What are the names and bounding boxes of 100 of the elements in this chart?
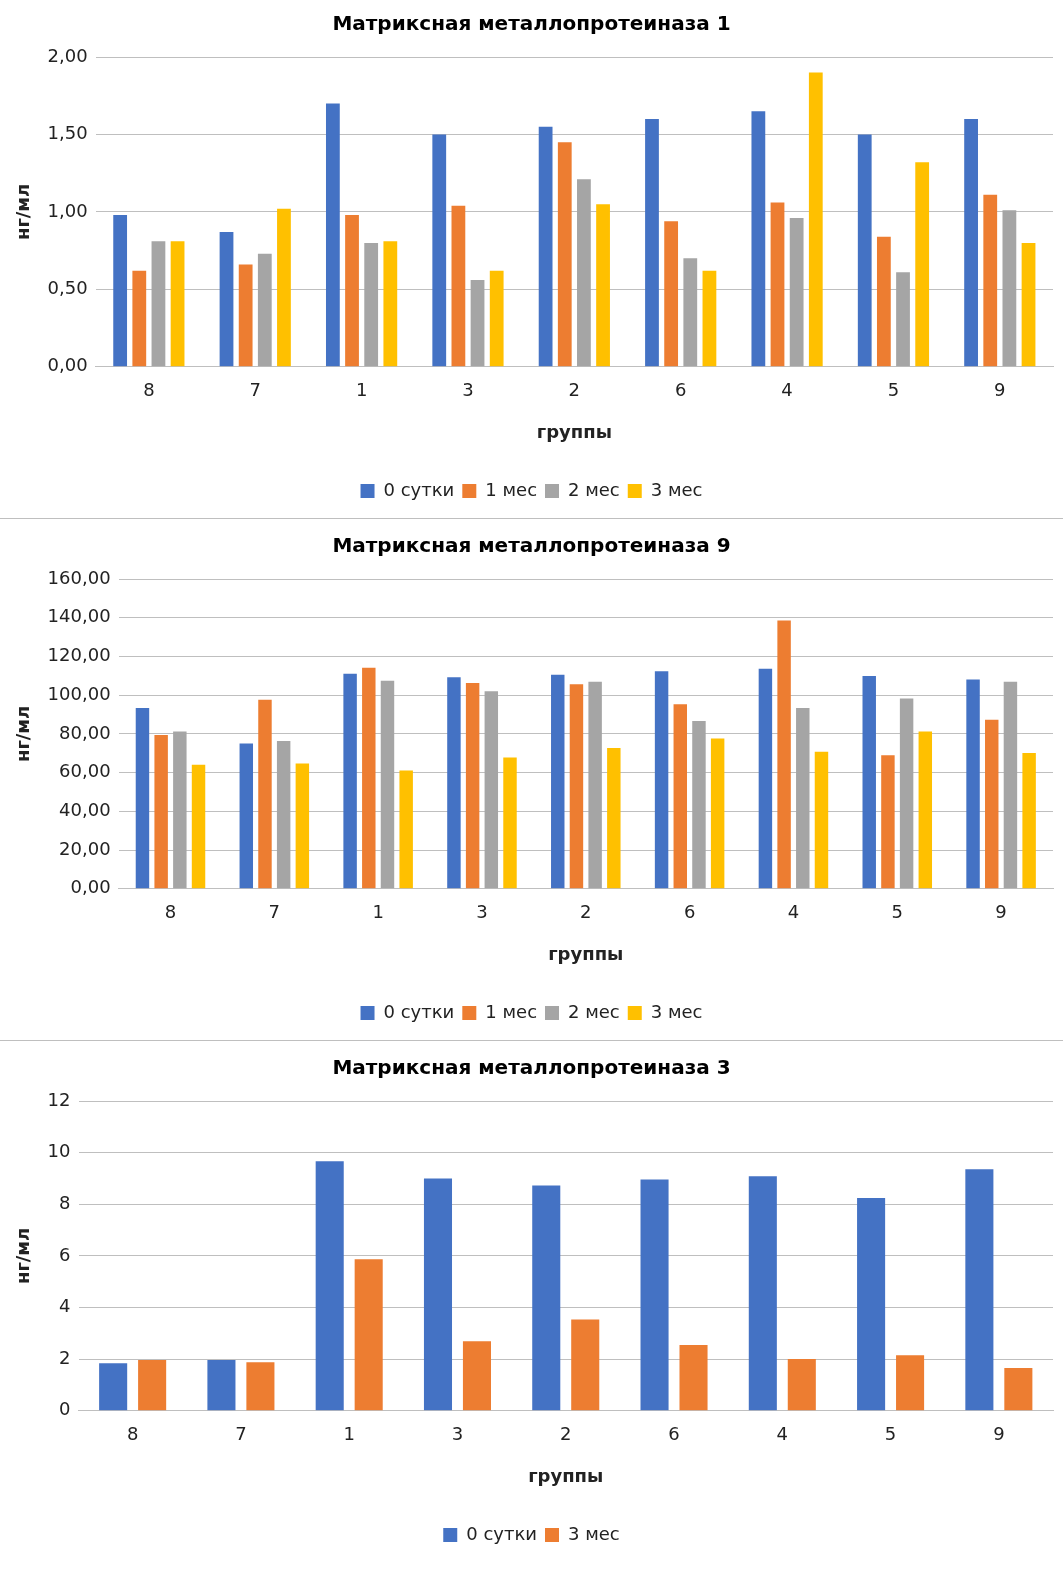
y-tick-label: 120,00 <box>47 644 111 666</box>
y-tick-label: 0,00 <box>70 876 111 898</box>
x-tick-label: 6 <box>668 1423 680 1445</box>
x-tick-label: 4 <box>776 1423 789 1445</box>
x-tick-label: 4 <box>787 901 800 923</box>
bar <box>876 236 891 367</box>
chart-title: Матриксная металлопротеиназа 9 <box>332 533 731 558</box>
bar <box>484 691 499 889</box>
bar <box>577 179 591 367</box>
bar <box>983 194 998 367</box>
legend-label: 3 мес <box>650 478 703 500</box>
legend-label: 2 мес <box>568 1000 620 1022</box>
x-tick-label: 9 <box>994 379 1006 401</box>
bar <box>257 253 272 367</box>
bar <box>173 731 187 889</box>
bar <box>246 1362 275 1411</box>
bar <box>170 241 185 367</box>
chart-title: Матриксная металлопротеиназа 1 <box>332 11 731 36</box>
x-tick-label: 8 <box>143 379 155 401</box>
x-tick-label: 9 <box>993 1423 1005 1445</box>
legend-label: 0 сутки <box>466 1522 538 1544</box>
bar <box>645 118 659 367</box>
x-tick-label: 8 <box>164 901 177 923</box>
y-tick-label: 0,50 <box>47 277 88 299</box>
bar <box>966 679 980 889</box>
x-tick-label: 2 <box>580 901 592 923</box>
bar <box>796 707 810 889</box>
y-tick-label: 20,00 <box>59 837 111 859</box>
bar <box>532 1185 561 1411</box>
bar <box>1004 1367 1033 1411</box>
bar <box>138 1359 167 1411</box>
bar <box>354 1259 383 1411</box>
bar <box>489 270 504 367</box>
bar <box>151 241 166 367</box>
x-tick-label: 6 <box>674 379 687 401</box>
x-tick-label: 1 <box>343 1423 355 1445</box>
bar <box>551 674 565 889</box>
bar <box>239 743 254 889</box>
bar <box>857 1198 886 1411</box>
y-tick-label: 40,00 <box>59 799 111 821</box>
y-tick-label: 0,00 <box>47 354 88 376</box>
y-tick-label: 4 <box>59 1295 71 1317</box>
bar <box>683 258 698 367</box>
bar <box>462 1341 491 1411</box>
x-tick-label: 4 <box>781 379 793 401</box>
chart-title: Матриксная металлопротеиназа 3 <box>332 1055 731 1080</box>
x-tick-label: 7 <box>249 379 261 401</box>
y-axis-title: нг/мл <box>12 183 34 241</box>
bar <box>1021 242 1036 367</box>
bar <box>679 1344 708 1411</box>
bar <box>692 720 706 889</box>
y-tick-label: 10 <box>47 1140 71 1162</box>
bar <box>571 1319 600 1411</box>
bar <box>383 241 398 367</box>
x-tick-label: 7 <box>235 1423 247 1445</box>
x-tick-label: 3 <box>462 379 474 401</box>
x-tick-label: 1 <box>372 901 384 923</box>
legend-label: 1 мес <box>485 1000 538 1022</box>
y-axis-title: нг/мл <box>12 1227 34 1285</box>
bar <box>770 202 785 367</box>
bar <box>399 770 413 889</box>
bar <box>965 1169 994 1411</box>
bar <box>862 676 876 889</box>
bar <box>113 215 128 367</box>
bar <box>132 270 147 367</box>
y-tick-label: 0 <box>59 1398 71 1420</box>
y-tick-label: 12 <box>47 1088 71 1110</box>
y-tick-label: 8 <box>59 1191 71 1213</box>
y-tick-label: 2 <box>59 1346 71 1368</box>
bar <box>470 280 485 367</box>
x-axis-title: группы <box>536 420 612 442</box>
bar <box>702 270 717 367</box>
bar <box>99 1363 128 1411</box>
bar <box>1003 681 1018 889</box>
bar <box>918 731 933 889</box>
bar <box>569 684 584 889</box>
bar <box>787 1358 816 1411</box>
y-tick-label: 1,00 <box>47 199 88 221</box>
bar <box>899 698 914 889</box>
x-tick-label: 6 <box>683 901 696 923</box>
legend-label: 0 сутки <box>383 478 455 500</box>
y-tick-label: 100,00 <box>47 682 111 704</box>
x-tick-label: 5 <box>891 901 903 923</box>
bar <box>451 205 466 367</box>
legend-label: 1 мес <box>485 478 538 500</box>
bar <box>191 764 206 889</box>
bar <box>881 755 895 889</box>
bar <box>465 682 480 889</box>
bar <box>345 215 359 367</box>
bar <box>964 118 978 367</box>
bar <box>654 671 669 889</box>
bar <box>808 72 823 367</box>
bar <box>596 204 610 367</box>
bar <box>640 1179 669 1411</box>
legend-label: 3 мес <box>568 1522 620 1544</box>
bar <box>238 264 253 367</box>
bar <box>1022 752 1036 889</box>
bar <box>758 668 773 889</box>
y-tick-label: 6 <box>59 1243 71 1265</box>
bar <box>207 1359 236 1411</box>
